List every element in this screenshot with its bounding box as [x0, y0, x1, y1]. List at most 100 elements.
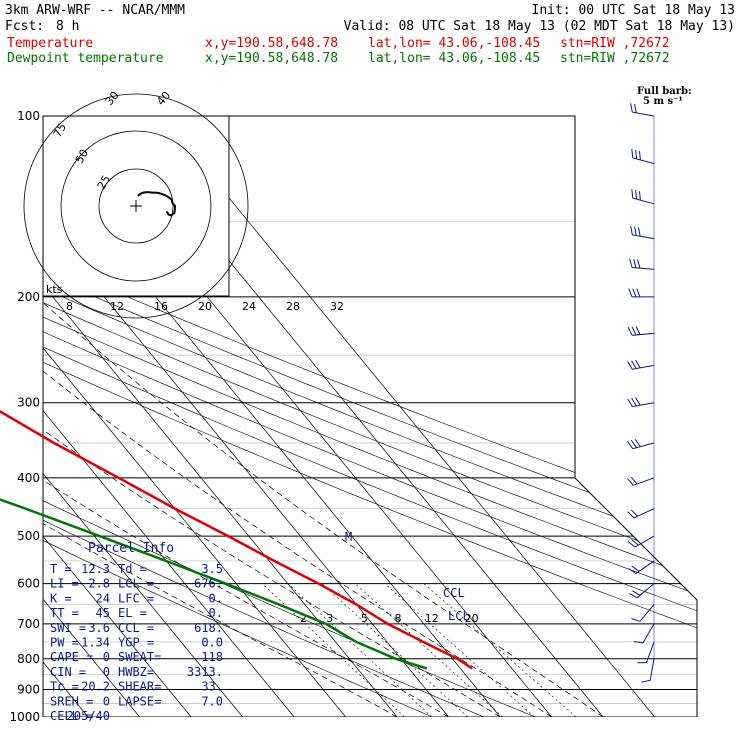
dry-adiabat-280 — [43, 116, 485, 717]
dry-adiabat-400 — [43, 116, 697, 717]
speed-label-24: 24 — [242, 300, 256, 313]
parcel-cell-10-0: CELL = — [50, 709, 93, 723]
parcel-cell-7-0: CIN = — [50, 665, 86, 679]
isotherm-0 — [43, 116, 449, 717]
parcel-cell-3-2: EL = — [118, 606, 147, 620]
m-label: M — [345, 530, 352, 544]
parcel-info-panel: Parcel Info T = 12.3 Td = 3.5 LI = 2.8 LCL = 67… — [50, 541, 223, 723]
parcel-cell-0-0: T = — [50, 562, 72, 576]
hodograph — [23, 93, 249, 319]
barb-staff-180 — [632, 267, 655, 270]
parcel-cell-6-2: SWEAT= — [118, 650, 161, 664]
hodo-ring-2 — [23, 93, 249, 319]
dewpoint-stn: stn=RIW ,72672 — [560, 51, 670, 66]
parcel-cell-9-2: LAPSE= — [118, 694, 161, 708]
parcel-cell-4-0: SWI = — [50, 621, 86, 635]
parcel-cell-7-3: 3313. — [187, 665, 223, 679]
valid-time: Valid: 08 UTC Sat 18 May 13 (02 MDT Sat … — [344, 19, 735, 34]
pressure-label-900: 900 — [17, 682, 40, 696]
dry-adiabat-290 — [43, 116, 536, 717]
hodo-ring-label-25: 25 — [95, 173, 113, 192]
barb-flag-550-1 — [631, 565, 640, 572]
barb-flag-500-0 — [627, 541, 636, 548]
parcel-cell-3-3: 0. — [209, 606, 223, 620]
dry-adiabat-390 — [43, 116, 697, 717]
pressure-label-700: 700 — [17, 617, 40, 631]
hodo-ring-label-75: 75 — [51, 121, 69, 140]
mixing-ratio-20 — [423, 583, 577, 717]
barb-flag-550-0 — [628, 568, 637, 574]
barb-flag-200-0 — [628, 288, 633, 298]
barb-staff-400 — [633, 477, 655, 486]
moist-adiabat-30 — [43, 221, 604, 717]
barb-flag-500-1 — [631, 539, 639, 546]
parcel-title: Parcel Info — [88, 541, 174, 556]
hodograph-units: kts — [46, 283, 63, 296]
parcel-cell-10-1: 205/40 — [67, 709, 110, 723]
parcel-cell-7-1: 0 — [103, 665, 110, 679]
pressure-label-600: 600 — [17, 577, 40, 591]
barb-staff-500 — [634, 535, 655, 548]
hodo-ring-0 — [98, 168, 174, 244]
parcel-cell-9-3: 7.0 — [201, 694, 223, 708]
parcel-cell-4-3: 618. — [194, 621, 223, 635]
barb-legend-title: Full barb: — [637, 86, 692, 97]
parcel-cell-3-1: 45 — [96, 606, 110, 620]
barb-flag-140-2 — [638, 191, 641, 201]
dry-adiabat-270 — [43, 116, 433, 717]
parcel-cell-0-2: Td = — [118, 562, 147, 576]
dry-adiabat-430 — [43, 116, 697, 717]
parcel-cell-6-0: CAPE = — [50, 650, 93, 664]
barb-flag-450-1 — [630, 509, 638, 517]
barb-flag-300-0 — [627, 398, 633, 407]
speed-label-32: 32 — [330, 300, 344, 313]
barb-flag-400-1 — [630, 476, 638, 485]
pressure-label-1000: 1000 — [9, 710, 40, 724]
parcel-cell-8-1: 20.2 — [81, 680, 110, 694]
barb-staff-800 — [649, 658, 655, 681]
parcel-cell-5-0: PW = — [50, 636, 79, 650]
pressure-label-400: 400 — [17, 471, 40, 485]
parcel-cell-0-1: 12.3 — [81, 562, 110, 576]
barb-staff-750 — [646, 641, 655, 663]
mixing-ratio-12 — [384, 583, 535, 717]
dewpoint-latlon: lat,lon= 43.06,-108.45 — [368, 51, 540, 66]
parcel-cell-1-2: LCL = — [118, 577, 154, 591]
barb-flag-230-2 — [635, 326, 641, 335]
barb-flag-180-0 — [629, 258, 633, 268]
isotherm--10 — [43, 116, 398, 717]
barb-flag-450-0 — [627, 511, 635, 519]
moist-adiabat-10 — [43, 221, 501, 717]
dewpoint-curve — [0, 498, 428, 670]
lcl-label: LCL — [448, 609, 470, 623]
barb-staff-100 — [632, 111, 655, 117]
parcel-cell-0-3: 3.5 — [201, 562, 223, 576]
barb-staff-550 — [635, 560, 655, 574]
barb-flag-260-1 — [631, 360, 637, 369]
parcel-cell-2-0: K = — [50, 591, 72, 605]
temperature-curve — [0, 410, 473, 670]
barb-flag-300-1 — [631, 397, 637, 407]
model-title: 3km ARW-WRF -- NCAR/MMM — [5, 3, 185, 18]
parcel-cell-9-1: 0 — [103, 694, 110, 708]
parcel-cell-2-3: 0. — [209, 591, 223, 605]
isotherm--30 — [43, 116, 295, 717]
mixing-ratio-8 — [354, 583, 503, 717]
parcel-cell-5-3: 0.0 — [201, 636, 223, 650]
barb-flag-200-1 — [632, 288, 637, 298]
barb-flag-140-1 — [635, 190, 638, 200]
barb-staff-160 — [632, 234, 655, 240]
speed-label-20: 20 — [198, 300, 212, 313]
dry-adiabat-420 — [43, 116, 697, 717]
isotherm-label-40: 40 — [154, 89, 173, 108]
barb-flag-120-2 — [638, 150, 641, 160]
temperature-xy: x,y=190.58,648.78 — [205, 36, 338, 51]
pressure-label-500: 500 — [17, 529, 40, 543]
speed-label-28: 28 — [286, 300, 300, 313]
mixing-label-3: 3 — [326, 612, 333, 625]
barb-staff-700 — [642, 623, 655, 644]
barb-flag-600-1 — [632, 590, 641, 596]
parcel-cell-4-2: CCL = — [118, 621, 154, 635]
